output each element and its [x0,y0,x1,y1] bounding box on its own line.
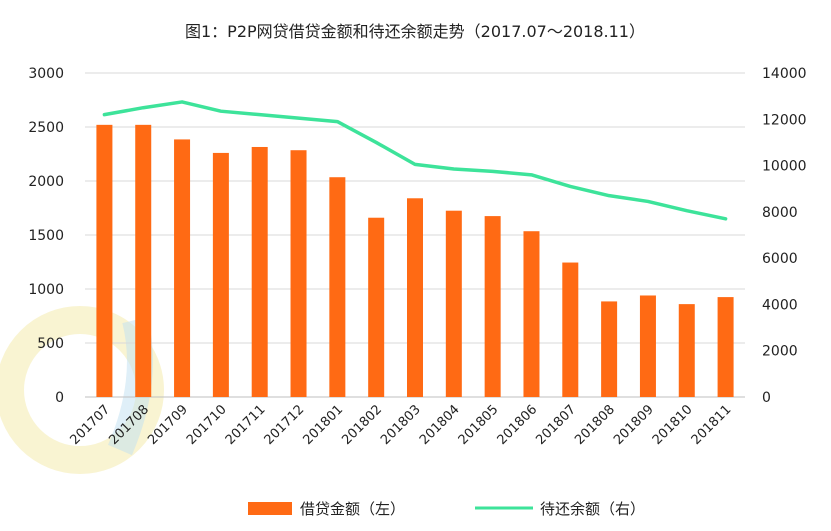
y-right-tick-label: 4000 [762,297,798,313]
gridlines [85,72,745,398]
legend-label-line: 待还余额（右） [540,500,645,518]
bar [717,297,734,397]
bar [135,124,152,397]
x-tick-label: 201712 [262,402,308,448]
x-tick-label: 201810 [650,402,696,448]
bar [601,301,618,397]
y-left-tick-label: 500 [37,336,64,352]
y-right-tick-label: 8000 [762,205,798,221]
y-right-tick-label: 10000 [762,159,807,175]
legend: 借贷金额（左） 待还余额（右） [248,500,645,518]
line-series [102,100,728,221]
bar [368,217,385,397]
y-right-tick-label: 14000 [762,66,807,82]
y-left-tick-label: 0 [55,390,64,406]
x-tick-label: 201801 [300,402,346,448]
y-right-tick-label: 6000 [762,251,798,267]
bar [407,198,423,397]
x-tick-label: 201804 [417,402,463,448]
x-tick-label: 201710 [184,402,230,448]
y-right-tick-label: 2000 [762,344,798,360]
x-tick-label: 201803 [378,402,424,448]
y-axis-left: 0 500 1000 1500 2000 2500 3000 [28,66,64,406]
x-tick-label: 201809 [611,402,657,448]
chart-title: 图1：P2P网贷借贷金额和待还余额走势（2017.07～2018.11） [185,22,645,41]
y-left-tick-label: 2000 [28,174,64,190]
bar [678,304,695,397]
x-tick-label: 201811 [689,402,735,448]
bar [484,216,501,397]
legend-swatch-bar [248,502,292,515]
y-left-tick-label: 2500 [28,120,64,136]
y-right-tick-label: 12000 [762,112,807,128]
y-left-tick-label: 3000 [28,66,64,82]
x-tick-label: 201711 [223,402,269,448]
x-tick-label: 201806 [495,402,541,448]
bar [329,177,346,397]
y-right-tick-label: 0 [762,390,771,406]
bar [96,124,113,397]
bar [639,295,656,397]
bar [445,210,462,397]
x-tick-label: 201808 [572,402,618,448]
bar [562,262,579,397]
legend-label-bar: 借贷金额（左） [300,500,405,518]
x-tick-label: 201807 [533,402,579,448]
bar [523,231,540,397]
x-tick-label: 201802 [339,402,385,448]
bar [251,146,268,397]
bar [290,150,307,397]
bar [174,139,191,398]
x-axis: 2017072017082017092017102017112017122018… [68,402,735,448]
x-tick-label: 201805 [456,402,502,448]
bar [212,152,229,397]
y-axis-right: 0 2000 4000 6000 8000 10000 12000 14000 [762,66,807,406]
y-left-tick-label: 1000 [28,282,64,298]
y-left-tick-label: 1500 [28,228,64,244]
bar-series [96,124,734,398]
